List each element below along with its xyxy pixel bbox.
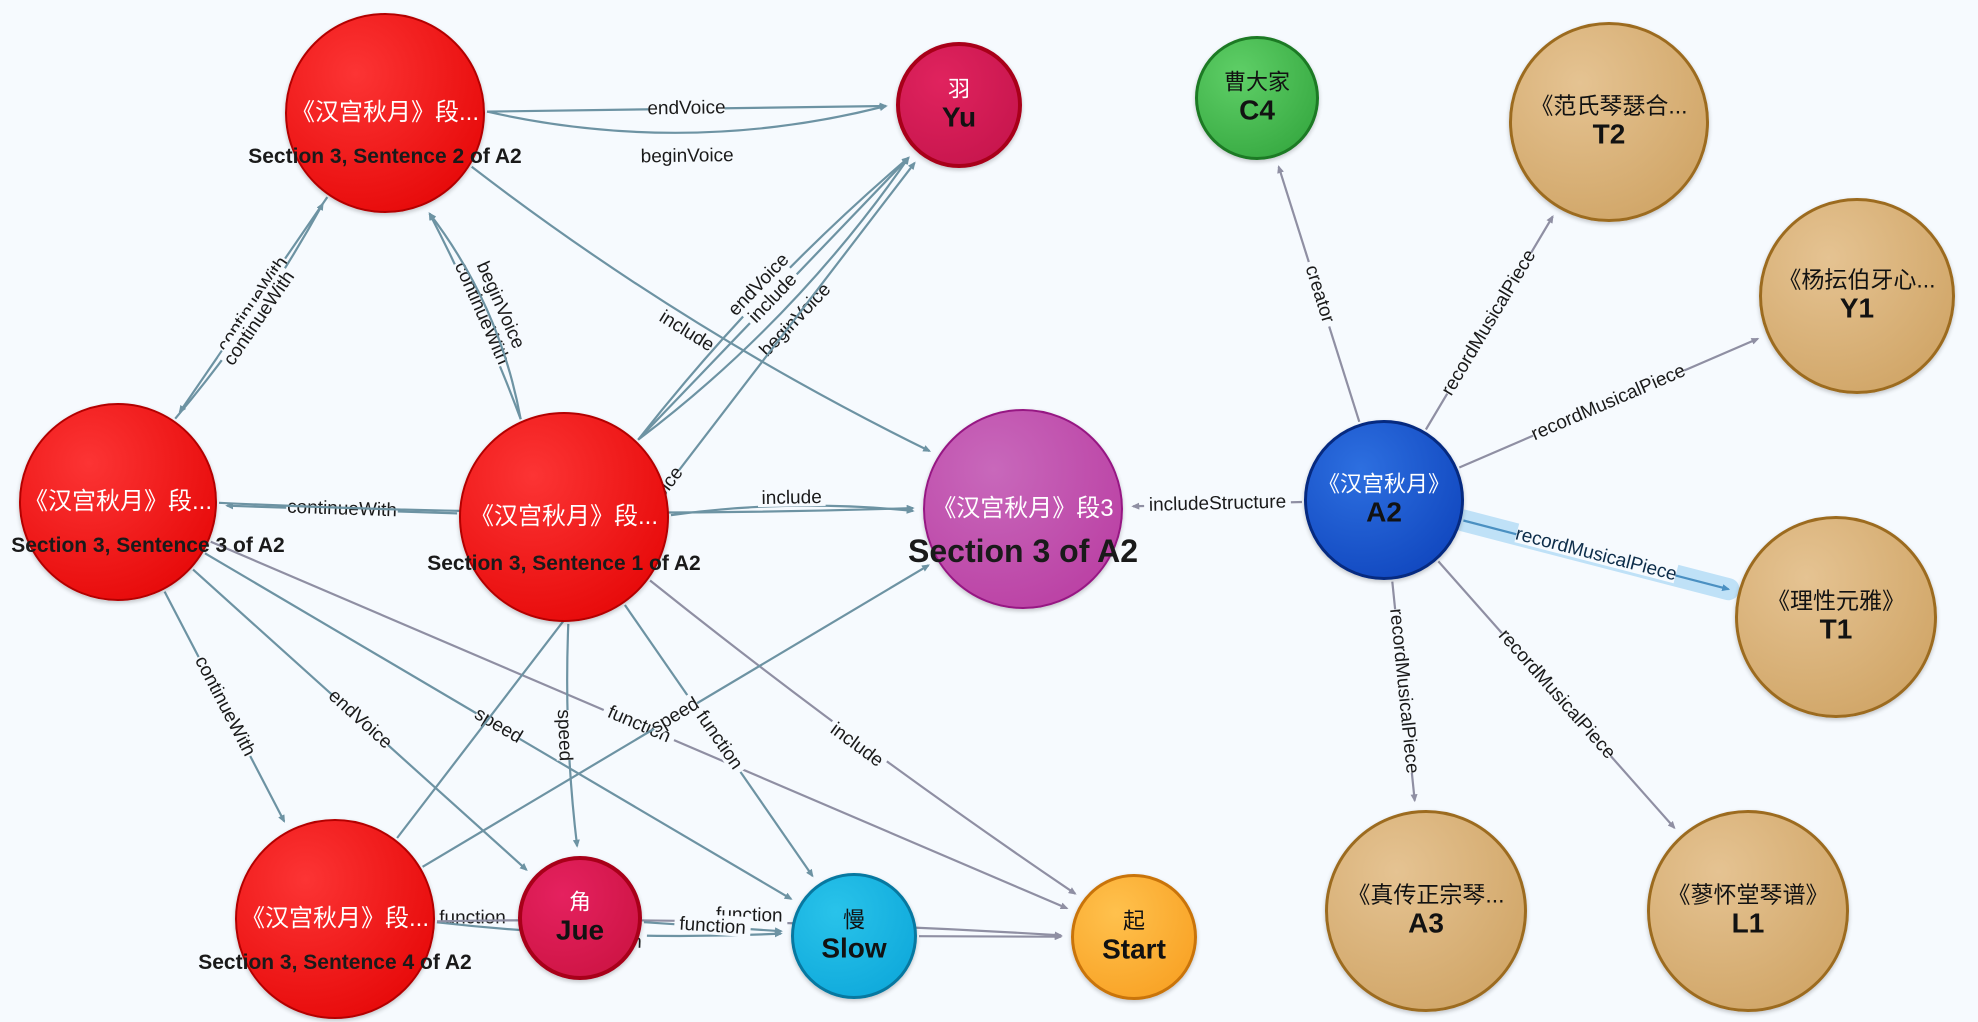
svg-text:function: function bbox=[679, 914, 747, 939]
svg-text:speed: speed bbox=[471, 703, 526, 747]
svg-text:include: include bbox=[761, 487, 822, 509]
svg-text:recordMusicalPiece: recordMusicalPiece bbox=[1513, 523, 1679, 585]
svg-text:includeStructure: includeStructure bbox=[1149, 492, 1287, 516]
svg-text:include: include bbox=[656, 307, 718, 357]
svg-text:recordMusicalPiece: recordMusicalPiece bbox=[1494, 625, 1620, 763]
svg-text:recordMusicalPiece: recordMusicalPiece bbox=[1528, 360, 1689, 445]
svg-text:speed: speed bbox=[553, 709, 576, 762]
svg-text:continueWith: continueWith bbox=[190, 653, 259, 760]
svg-text:recordMusicalPiece: recordMusicalPiece bbox=[1385, 608, 1423, 775]
svg-text:recordMusicalPiece: recordMusicalPiece bbox=[1437, 246, 1540, 399]
svg-text:endVoice: endVoice bbox=[324, 685, 396, 753]
svg-text:endVoice: endVoice bbox=[647, 97, 725, 119]
svg-text:include: include bbox=[826, 719, 887, 772]
svg-text:creator: creator bbox=[1301, 263, 1339, 326]
svg-text:function: function bbox=[692, 707, 747, 774]
